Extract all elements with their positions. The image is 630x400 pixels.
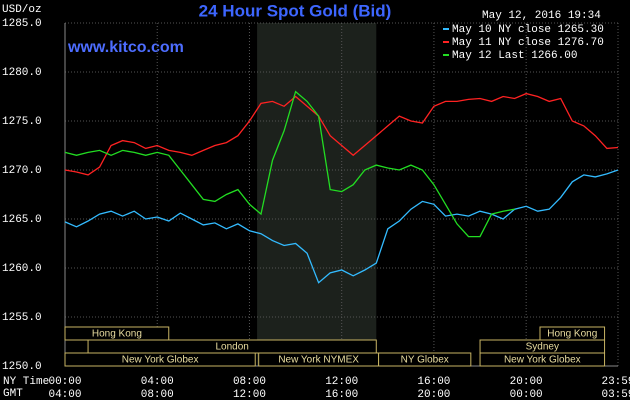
timestamp: May 12, 2016 19:34 [482, 10, 601, 22]
y-label: USD/oz [2, 4, 42, 16]
highlight-band [257, 23, 377, 366]
y-tick-label: 1255.0 [2, 312, 42, 324]
session-box [479, 352, 606, 367]
series-line [64, 90, 515, 238]
series-line [64, 169, 619, 284]
y-tick-label: 1285.0 [2, 18, 42, 30]
session-label: NY Globex [401, 355, 449, 366]
session-box [378, 352, 472, 367]
session-label: Sydney [526, 342, 559, 353]
chart-title: 24 Hour Spot Gold (Bid) [199, 1, 392, 20]
x-tick-label: 16:00 [417, 376, 450, 388]
x2-tick-label: 04:00 [48, 389, 81, 400]
x-tick-label: 08:00 [233, 376, 266, 388]
x-tick-label: 20:00 [510, 376, 543, 388]
y-tick-label: 1270.0 [2, 165, 42, 177]
x2-tick-label: 16:00 [325, 389, 358, 400]
source: www.kitco.com [67, 39, 184, 56]
x2-tick-label: 12:00 [233, 389, 266, 400]
session-box [64, 352, 256, 367]
series-line [64, 92, 619, 176]
legend-label: May 11 NY close 1276.70 [452, 37, 604, 49]
y-tick-label: 1280.0 [2, 67, 42, 79]
x-label: NY Time [3, 376, 49, 388]
x2-label: GMT [3, 388, 23, 400]
x2-tick-label: 20:00 [417, 389, 450, 400]
x2-tick-label: 08:00 [141, 389, 174, 400]
x2-tick-label: 03:59 [601, 389, 630, 400]
session-label: Hong Kong [92, 329, 142, 340]
x-tick-label: 23:59 [601, 376, 630, 388]
session-label: New York NYMEX [278, 355, 359, 366]
legend-label: May 12 Last 1266.00 [452, 50, 577, 62]
session-label: New York Globex [504, 355, 581, 366]
y-tick-label: 1250.0 [2, 361, 42, 373]
x-tick-label: 04:00 [141, 376, 174, 388]
x-tick-label: 12:00 [325, 376, 358, 388]
session-label: Hong Kong [547, 329, 597, 340]
y-tick-label: 1275.0 [2, 116, 42, 128]
x2-tick-label: 00:00 [510, 389, 543, 400]
session-label: New York Globex [122, 355, 199, 366]
y-tick-label: 1260.0 [2, 263, 42, 275]
legend-label: May 10 NY close 1265.30 [452, 24, 604, 36]
y-tick-label: 1265.0 [2, 214, 42, 226]
x-tick-label: 00:00 [48, 376, 81, 388]
session-label: London [215, 342, 248, 353]
